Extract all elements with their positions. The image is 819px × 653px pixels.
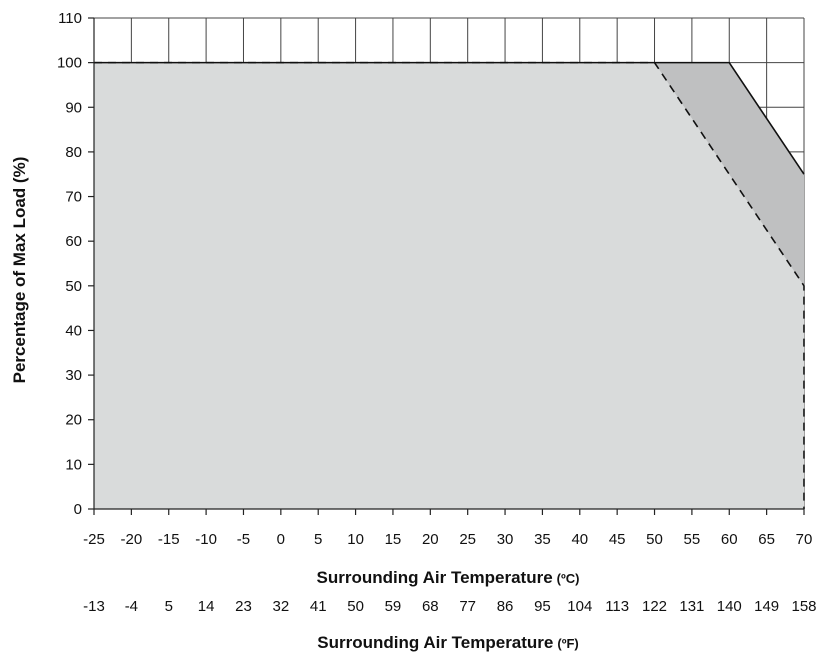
area-layer <box>94 62 804 510</box>
y-tick-label: 60 <box>65 233 82 250</box>
y-tick-label: 50 <box>65 278 82 295</box>
area-dashed <box>94 62 804 510</box>
x-tick-label: 35 <box>534 531 551 548</box>
x-secondary-tick-label: 104 <box>567 598 592 615</box>
x-tick-label: 65 <box>758 531 775 548</box>
x-tick-label: 10 <box>347 531 364 548</box>
x-tick-label: 45 <box>609 531 626 548</box>
x-tick-label: -5 <box>237 531 250 548</box>
x-axis-title: Surrounding Air Temperature (ºC) <box>317 568 580 587</box>
axes <box>88 17 805 515</box>
y-axis-title: Percentage of Max Load (%) <box>10 157 29 384</box>
x-tick-label: 0 <box>277 531 285 548</box>
x-secondary-tick-label: 77 <box>459 598 476 615</box>
x-secondary-tick-label: 149 <box>754 598 779 615</box>
x-secondary-tick-label: 95 <box>534 598 551 615</box>
x-secondary-tick-label: 41 <box>310 598 327 615</box>
x-axis-secondary-title-unit: (ºF) <box>557 636 578 651</box>
y-tick-label: 100 <box>57 55 82 72</box>
x-tick-label: 15 <box>385 531 402 548</box>
x-tick-label: 20 <box>422 531 439 548</box>
y-tick-label: 90 <box>65 99 82 116</box>
x-tick-label: 5 <box>314 531 322 548</box>
y-tick-label: 40 <box>65 322 82 339</box>
x-tick-label: -25 <box>83 531 105 548</box>
x-secondary-tick-label: 14 <box>198 598 215 615</box>
x-secondary-tick-label: 50 <box>347 598 364 615</box>
x-secondary-tick-label: 59 <box>385 598 402 615</box>
x-tick-label: 40 <box>571 531 588 548</box>
line-layer <box>94 61 805 509</box>
y-tick-label: 10 <box>65 456 82 473</box>
x-tick-label: 25 <box>459 531 476 548</box>
y-tick-label: 30 <box>65 367 82 384</box>
x-secondary-tick-label: 131 <box>679 598 704 615</box>
x-tick-label: -15 <box>158 531 180 548</box>
x-axis-title-unit: (ºC) <box>557 571 580 586</box>
x-axis-title-text: Surrounding Air Temperature <box>317 568 553 587</box>
y-tick-label: 20 <box>65 412 82 429</box>
x-tick-label: 55 <box>684 531 701 548</box>
x-tick-label: 60 <box>721 531 738 548</box>
x-secondary-tick-label: 5 <box>165 598 173 615</box>
y-tick-label: 80 <box>65 144 82 161</box>
x-axis-secondary-title: Surrounding Air Temperature (ºF) <box>317 633 579 652</box>
x-secondary-tick-label: 113 <box>605 598 629 615</box>
x-secondary-tick-label: 158 <box>791 598 816 615</box>
x-tick-label: 30 <box>497 531 514 548</box>
x-tick-label: -20 <box>121 531 143 548</box>
x-secondary-tick-label: 140 <box>717 598 742 615</box>
x-secondary-tick-label: 23 <box>235 598 252 615</box>
y-tick-label: 0 <box>74 501 82 518</box>
x-secondary-tick-label: -13 <box>83 598 105 615</box>
series-line-dashed <box>94 61 805 509</box>
y-tick-label: 110 <box>58 10 82 27</box>
tick-labels: 0 10 20 30 40 50 60 70 80 90 100 110 -25 -20 -15 -10 -5 0… <box>57 10 817 615</box>
x-secondary-tick-label: 32 <box>272 598 289 615</box>
x-tick-label: 70 <box>796 531 813 548</box>
x-secondary-tick-label: -4 <box>125 598 138 615</box>
y-tick-label: 70 <box>65 189 82 206</box>
x-secondary-tick-label: 122 <box>642 598 667 615</box>
x-secondary-tick-label: 86 <box>497 598 514 615</box>
x-axis-secondary-title-text: Surrounding Air Temperature <box>317 633 553 652</box>
x-tick-label: 50 <box>646 531 663 548</box>
x-tick-label: -10 <box>195 531 217 548</box>
x-secondary-tick-label: 68 <box>422 598 439 615</box>
